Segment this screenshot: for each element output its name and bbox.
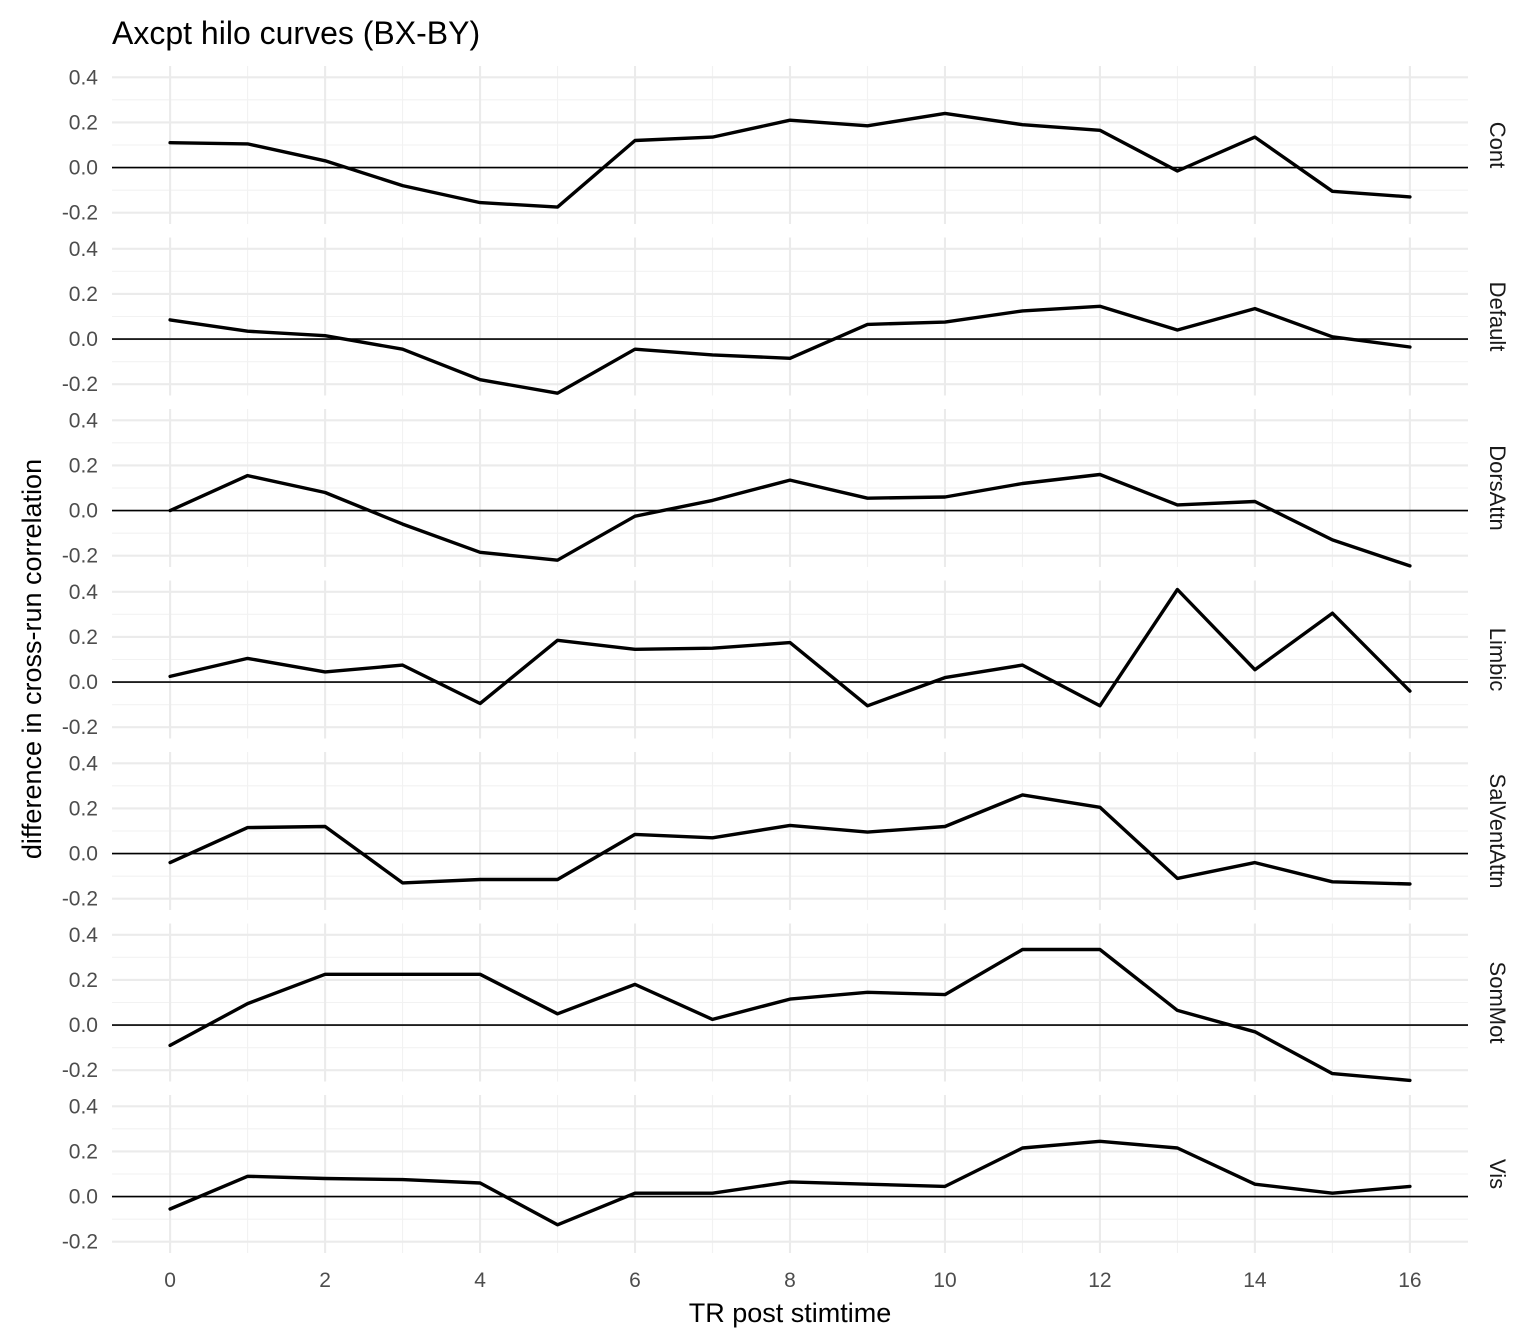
x-tick-label: 14 bbox=[1243, 1269, 1267, 1292]
y-tick-label: 0.2 bbox=[69, 1140, 98, 1163]
y-tick-label: 0.2 bbox=[69, 797, 98, 820]
x-tick-label: 12 bbox=[1088, 1269, 1111, 1292]
series-line-default bbox=[168, 304, 1412, 395]
y-tick-label: 0.2 bbox=[69, 111, 98, 134]
x-tick-label: 0 bbox=[164, 1269, 176, 1292]
series-line-dorsattn bbox=[168, 472, 1412, 568]
facet-panels: -0.20.00.20.4Cont-0.20.00.20.4Default-0.… bbox=[62, 66, 1510, 1254]
y-tick-label: 0.2 bbox=[69, 969, 98, 992]
series-line-sommot bbox=[168, 947, 1412, 1083]
x-tick-label: 4 bbox=[474, 1269, 486, 1292]
y-tick-label: 0.2 bbox=[69, 626, 98, 649]
facet-strip-label: Limbic bbox=[1485, 628, 1510, 692]
y-tick-label: 0.4 bbox=[69, 238, 99, 261]
x-axis: 0 2 4 6 8 10 12 14 16 bbox=[164, 1269, 1421, 1292]
series-line-limbic bbox=[168, 587, 1412, 708]
facet-strip-label: DorsAttn bbox=[1485, 445, 1510, 531]
y-tick-label: 0.0 bbox=[69, 500, 98, 523]
facet-panel-sommot: -0.2 0.0 0.2 0.4 SomMot bbox=[62, 923, 1510, 1083]
series-line-vis bbox=[168, 1139, 1412, 1227]
facet-strip-label: Vis bbox=[1485, 1159, 1510, 1189]
series-line-cont bbox=[168, 111, 1412, 209]
facet-strip-label: SomMot bbox=[1485, 962, 1510, 1044]
facet-panel-dorsattn: -0.2 0.0 0.2 0.4 DorsAttn bbox=[62, 409, 1510, 568]
y-tick-label: 0.4 bbox=[69, 581, 99, 604]
x-tick-label: 2 bbox=[319, 1269, 331, 1292]
y-tick-label: 0.2 bbox=[69, 454, 98, 477]
x-tick-label: 6 bbox=[629, 1269, 641, 1292]
y-tick-label: -0.2 bbox=[62, 1231, 98, 1254]
facet-panel-vis: -0.2 0.0 0.2 0.4 Vis bbox=[62, 1095, 1510, 1254]
facet-panel-default: -0.2 0.0 0.2 0.4 Default bbox=[62, 237, 1510, 396]
facet-strip-label: Default bbox=[1485, 282, 1510, 352]
y-tick-label: 0.2 bbox=[69, 283, 98, 306]
x-tick-label: 10 bbox=[933, 1269, 956, 1292]
facet-panel-cont: -0.2 0.0 0.2 0.4 Cont bbox=[62, 66, 1510, 225]
y-tick-label: -0.2 bbox=[62, 373, 98, 396]
y-tick-label: 0.0 bbox=[69, 843, 98, 866]
facet-panel-salventattn: -0.2 0.0 0.2 0.4 SalVentAttn bbox=[62, 752, 1510, 911]
y-tick-label: -0.2 bbox=[62, 1059, 98, 1082]
y-tick-label: 0.4 bbox=[69, 409, 99, 432]
y-axis-title: difference in cross-run correlation bbox=[17, 459, 47, 859]
y-tick-label: -0.2 bbox=[62, 716, 98, 739]
y-tick-label: 0.0 bbox=[69, 157, 98, 180]
y-tick-label: -0.2 bbox=[62, 545, 98, 568]
facet-panel-limbic: -0.2 0.0 0.2 0.4 Limbic bbox=[62, 580, 1510, 739]
series-line-salventattn bbox=[168, 793, 1412, 886]
y-tick-label: 0.0 bbox=[69, 1186, 98, 1209]
x-tick-label: 8 bbox=[784, 1269, 796, 1292]
y-tick-label: 0.4 bbox=[69, 66, 99, 89]
x-axis-title: TR post stimtime bbox=[689, 1298, 892, 1328]
facet-strip-label: Cont bbox=[1485, 122, 1510, 168]
x-tick-label: 16 bbox=[1398, 1269, 1421, 1292]
y-tick-label: -0.2 bbox=[62, 888, 98, 911]
y-tick-label: 0.0 bbox=[69, 671, 98, 694]
y-tick-label: 0.4 bbox=[69, 1095, 99, 1118]
facet-strip-label: SalVentAttn bbox=[1485, 774, 1510, 889]
y-tick-label: 0.0 bbox=[69, 328, 98, 351]
y-tick-label: 0.0 bbox=[69, 1014, 98, 1037]
y-tick-label: -0.2 bbox=[62, 202, 98, 225]
chart-title: Axcpt hilo curves (BX-BY) bbox=[112, 15, 480, 51]
y-tick-label: 0.4 bbox=[69, 924, 99, 947]
y-tick-label: 0.4 bbox=[69, 752, 99, 775]
